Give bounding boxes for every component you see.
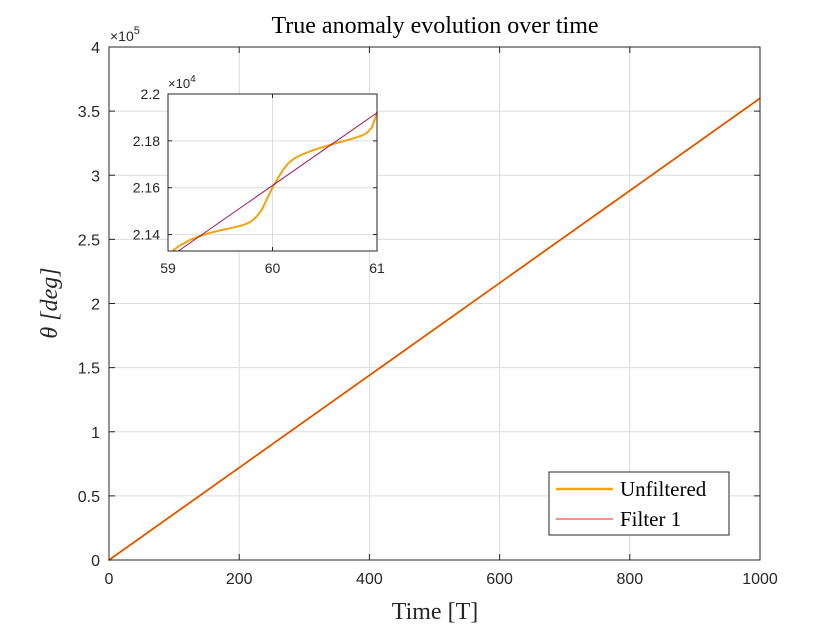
y-tick-label: 2 (91, 297, 100, 314)
inset-axes: 59 60 61 2.14 2.16 2.18 2.2 ×104 (133, 74, 385, 276)
main-y-exponent-base: ×10 (110, 28, 134, 44)
main-y-exponent-power: 5 (134, 25, 140, 37)
inset-y-exponent: ×104 (168, 74, 196, 91)
y-tick-label: 2.2 (141, 86, 161, 102)
y-tick-label: 2.18 (133, 133, 160, 149)
legend: Unfiltered Filter 1 (548, 471, 730, 536)
y-tick-label: 2.16 (133, 180, 160, 196)
legend-label-unfiltered: Unfiltered (620, 477, 707, 501)
x-tick-label: 1000 (742, 571, 778, 588)
y-tick-label: 4 (91, 40, 100, 57)
x-tick-label: 0 (105, 571, 114, 588)
x-tick-label: 200 (226, 571, 253, 588)
y-tick-label: 0 (91, 553, 100, 570)
x-tick-label: 59 (160, 260, 176, 276)
y-tick-label: 2.14 (133, 227, 160, 243)
x-tick-label: 60 (265, 260, 281, 276)
inset-x-tick-labels: 59 60 61 (160, 260, 385, 276)
x-tick-label: 800 (616, 571, 643, 588)
y-tick-label: 0.5 (78, 489, 100, 506)
legend-box (548, 471, 730, 536)
chart-title: True anomaly evolution over time (271, 13, 598, 39)
y-tick-label: 3 (91, 168, 100, 185)
y-tick-label: 2.5 (78, 232, 100, 249)
series-line-filter-1 (177, 112, 378, 252)
y-tick-label: 1.5 (78, 361, 100, 378)
x-tick-label: 600 (486, 571, 513, 588)
y-tick-label: 1 (91, 425, 100, 442)
series-line-filter-1 (108, 97, 761, 561)
main-series (108, 97, 761, 561)
main-y-exponent: ×105 (110, 25, 140, 44)
x-tick-label: 400 (356, 571, 383, 588)
legend-label-filter-1: Filter 1 (620, 507, 681, 531)
x-tick-label: 61 (369, 260, 385, 276)
main-ticks (108, 46, 761, 561)
main-x-tick-labels: 0 200 400 600 800 1000 (105, 571, 778, 588)
y-axis-label: θ [deg] (37, 267, 63, 338)
y-tick-label: 3.5 (78, 104, 100, 121)
series-line-unfiltered (172, 111, 378, 252)
x-axis-label: Time [T] (392, 599, 478, 625)
inset-y-tick-labels: 2.14 2.16 2.18 2.2 (133, 86, 160, 243)
main-y-tick-labels: 0 0.5 1 1.5 2 2.5 3 3.5 4 (78, 40, 100, 570)
inset-series (172, 111, 378, 252)
inset-y-exponent-power: 4 (190, 74, 196, 85)
inset-ticks (167, 93, 378, 251)
inset-y-exponent-base: ×10 (168, 76, 190, 91)
